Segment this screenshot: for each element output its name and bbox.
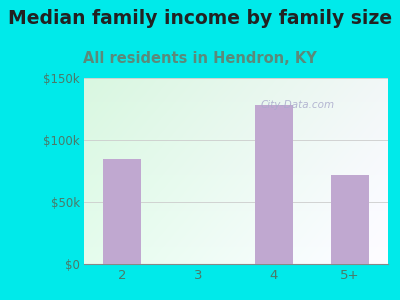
- Bar: [103, 159, 141, 264]
- Bar: [331, 175, 369, 264]
- Text: City-Data.com: City-Data.com: [260, 100, 334, 110]
- Text: All residents in Hendron, KY: All residents in Hendron, KY: [83, 51, 317, 66]
- Bar: [255, 105, 293, 264]
- Text: Median family income by family size: Median family income by family size: [8, 9, 392, 28]
